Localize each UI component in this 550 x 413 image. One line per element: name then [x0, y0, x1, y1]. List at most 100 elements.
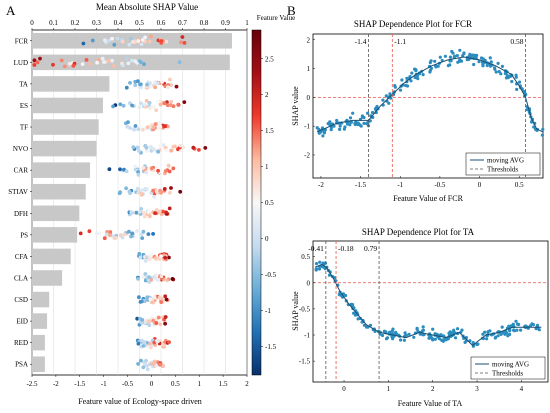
data-point: [437, 337, 442, 341]
swarm-point: [147, 275, 151, 280]
swarm-point: [151, 188, 156, 193]
swarm-point: [159, 274, 164, 279]
swarm-point: [169, 83, 174, 87]
bar-ta: [32, 76, 110, 92]
feature-label-es: ES: [20, 102, 28, 110]
feature-label-csd: CSD: [14, 296, 28, 304]
swarm-point: [136, 277, 140, 281]
feature-label-tf: TF: [20, 124, 28, 132]
swarm-point: [107, 38, 111, 43]
swarm-point: [156, 81, 160, 86]
swarm-point: [131, 40, 135, 44]
swarm-point: [154, 256, 158, 261]
swarm-point: [174, 84, 179, 89]
swarm-point: [142, 214, 147, 219]
fcr-title: SHAP Dependence Plot for FCR: [354, 19, 472, 29]
panel-a-xlabel: Feature value of Ecology-space driven: [78, 397, 202, 406]
swarm-point: [139, 358, 143, 363]
swarm-point: [148, 106, 152, 110]
swarm-point: [135, 316, 140, 321]
bar-red: [32, 334, 45, 351]
data-point: [413, 67, 417, 71]
swarm-point: [118, 167, 122, 172]
feature-label-cfa: CFA: [15, 253, 28, 261]
bar-csd: [32, 291, 50, 308]
swarm-point: [157, 209, 162, 214]
swarm-point: [165, 103, 170, 108]
data-point: [458, 59, 462, 63]
colorbar-tick-label: -1.5: [265, 343, 277, 351]
data-point: [335, 118, 339, 123]
data-point: [448, 330, 452, 334]
swarm-point: [177, 60, 182, 64]
data-point: [540, 133, 545, 137]
data-point: [338, 127, 342, 131]
data-point: [499, 332, 503, 336]
data-point: [493, 67, 497, 71]
data-point: [362, 121, 366, 125]
swarm-point: [133, 59, 138, 64]
data-point: [352, 311, 356, 315]
swarm-point: [167, 169, 172, 174]
data-point: [381, 98, 385, 102]
swarm-point: [164, 210, 169, 215]
swarm-point: [160, 80, 165, 84]
threshold-label: 0.58: [510, 37, 523, 46]
data-point: [387, 101, 391, 105]
swarm-point: [147, 319, 152, 324]
swarm-point: [142, 62, 146, 66]
x-tick-label: 2: [431, 385, 435, 393]
data-point: [315, 126, 319, 130]
x-tick-label: 1: [387, 385, 391, 393]
bar-ps: [32, 227, 78, 243]
data-point: [433, 59, 437, 63]
feature-label-dfh: DFH: [14, 210, 28, 218]
swarm-point: [144, 358, 149, 363]
swarm-point: [169, 186, 173, 190]
x-tick-label: -1: [397, 181, 403, 189]
bar-cfa: [32, 248, 71, 265]
swarm-point: [171, 166, 176, 171]
data-point: [382, 329, 386, 333]
swarm-point: [140, 318, 145, 322]
swarm-point: [141, 365, 146, 370]
swarm-point: [159, 39, 164, 43]
y-tick-label: 0.5: [301, 253, 310, 261]
bar-car: [32, 162, 91, 178]
data-point: [485, 337, 489, 341]
ta-xlabel: Feature Value of TA: [398, 399, 463, 408]
legend-box: [470, 356, 546, 380]
swarm-point: [156, 149, 161, 154]
bar-es: [32, 97, 103, 114]
x-tick-label: 0: [478, 181, 482, 189]
y-tick-label: -1.5: [299, 358, 311, 366]
swarm-point: [171, 104, 176, 109]
feature-labels: FCR LUD TA ES TF NVO CAR STIAV DFH PS CFA CLA CSD EID…: [8, 37, 32, 369]
swarm-point: [131, 127, 136, 132]
swarm-point: [164, 297, 169, 302]
mean-shap-bars: [32, 33, 232, 372]
data-point: [468, 52, 472, 57]
top-axis-ticks: 0 0.1 0.2 0.3 0.4 0.5 0.6 0.7 0.8 0.9 1: [30, 19, 249, 30]
swarm-point: [136, 341, 141, 346]
swarm-point: [191, 145, 196, 150]
data-point: [405, 76, 409, 80]
data-point: [404, 83, 408, 88]
data-point: [398, 88, 403, 92]
data-point: [421, 325, 425, 329]
data-point: [443, 54, 447, 58]
swarm-point: [156, 126, 161, 131]
swarm-point: [148, 145, 153, 149]
data-point: [415, 74, 419, 78]
swarm-point: [203, 146, 208, 150]
swarm-point: [141, 127, 145, 132]
legend-box: [465, 152, 541, 176]
swarm-point: [113, 236, 118, 240]
swarm-point: [180, 35, 185, 39]
bar-nvo: [32, 140, 97, 157]
swarm-point: [147, 323, 152, 328]
feature-label-psa: PSA: [15, 361, 28, 369]
swarm-point: [139, 338, 144, 343]
data-point: [322, 129, 327, 133]
data-point: [399, 338, 403, 342]
